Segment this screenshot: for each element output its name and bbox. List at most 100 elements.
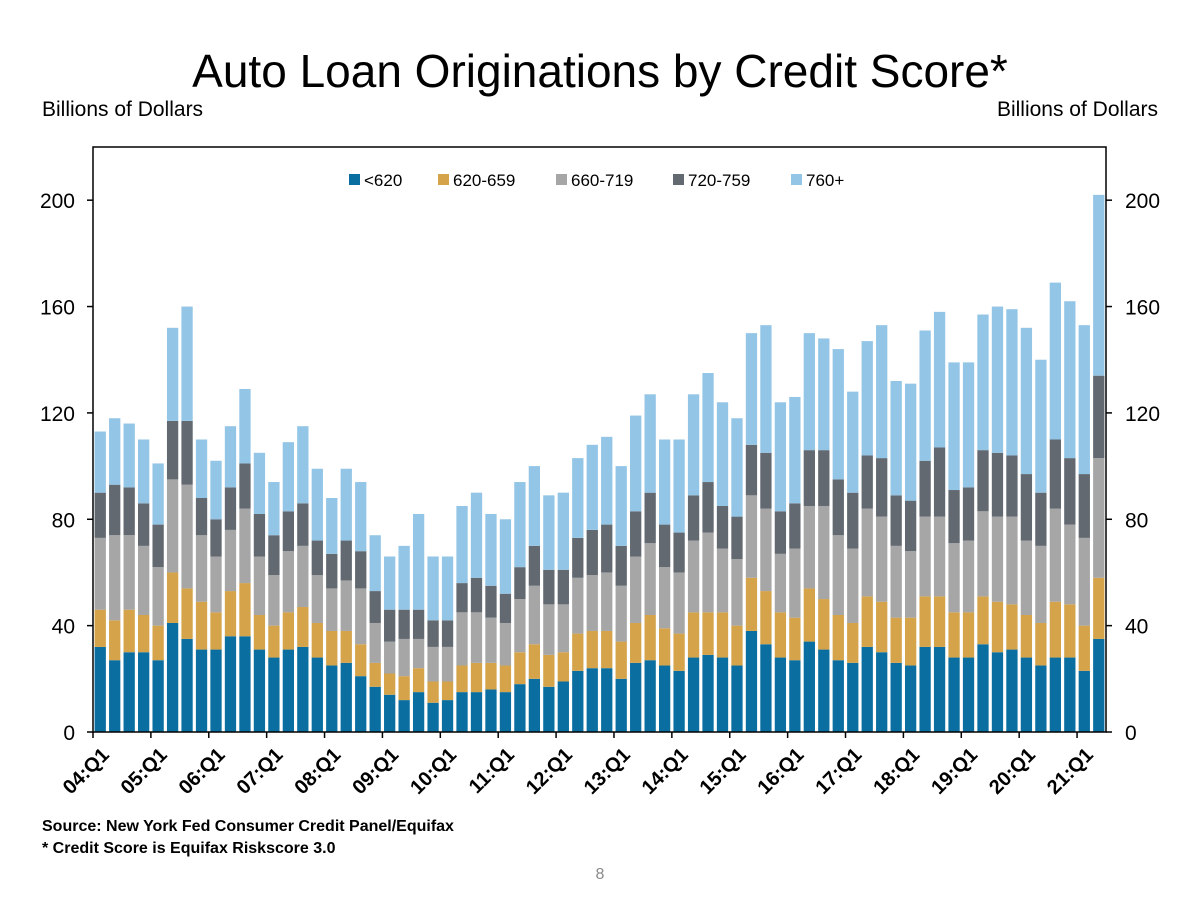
bar-segment-2-09:Q4: [427, 646, 439, 682]
bar-segment-0-06:Q2: [224, 636, 237, 732]
bar-segment-3-11:Q2: [514, 567, 526, 600]
bar-segment-2-08:Q2: [340, 580, 352, 631]
bar-segment-1-16:Q2: [803, 588, 815, 642]
bar-segment-1-05:Q4: [195, 601, 208, 650]
bar-segment-1-04:Q2: [109, 620, 121, 661]
bar-segment-4-10:Q1: [441, 556, 454, 621]
bar-segment-1-08:Q3: [355, 644, 367, 677]
legend-label-2: 660-719: [571, 171, 633, 190]
bar-segment-4-04:Q2: [109, 418, 121, 485]
bar-segment-4-17:Q1: [847, 391, 859, 493]
y-tick-label-right: 160: [1125, 297, 1160, 320]
bar-segment-3-10:Q2: [456, 583, 468, 613]
bar-segment-1-06:Q4: [253, 615, 266, 650]
bar-segment-3-09:Q3: [412, 609, 425, 639]
bar-segment-1-09:Q1: [384, 673, 396, 695]
bar-segment-1-05:Q3: [181, 588, 193, 639]
bar-segment-3-07:Q3: [297, 503, 309, 546]
bar-segment-3-05:Q3: [181, 420, 193, 485]
bar-segment-3-18:Q4: [948, 490, 960, 544]
bar-segment-3-20:Q3: [1049, 439, 1061, 509]
legend-swatch-3: [673, 174, 684, 185]
bar-segment-4-11:Q3: [528, 466, 541, 546]
bar-segment-1-12:Q1: [557, 652, 569, 682]
bar-segment-1-12:Q4: [601, 630, 613, 669]
bar-segment-0-12:Q1: [557, 681, 569, 732]
bar-segment-0-13:Q2: [630, 662, 642, 732]
bar-segment-0-09:Q3: [412, 692, 425, 732]
bar-segment-2-20:Q2: [1035, 545, 1047, 623]
bar-segment-4-18:Q4: [948, 362, 960, 491]
bar-segment-0-16:Q2: [803, 641, 815, 732]
x-tick-label-09:Q1: 09:Q1: [348, 744, 403, 799]
bar-segment-1-04:Q3: [123, 609, 135, 653]
legend-swatch-4: [791, 174, 802, 185]
bar-segment-3-09:Q1: [384, 609, 396, 642]
bar-segment-3-07:Q4: [311, 540, 323, 576]
bar-segment-0-13:Q4: [658, 665, 671, 732]
bar-segment-2-17:Q1: [847, 548, 859, 623]
bar-segment-2-05:Q4: [195, 535, 208, 602]
bar-segment-4-09:Q3: [412, 513, 425, 610]
bar-segment-4-11:Q2: [514, 482, 526, 568]
bar-segment-1-15:Q2: [745, 577, 758, 631]
bar-segment-3-18:Q1: [904, 500, 917, 552]
bar-segment-3-16:Q4: [832, 479, 844, 536]
bar-segment-3-19:Q4: [1006, 455, 1018, 517]
bar-segment-2-10:Q4: [485, 617, 497, 663]
bar-segment-4-21:Q1: [1078, 325, 1090, 475]
bar-segment-0-05:Q2: [166, 622, 179, 732]
bar-segment-1-14:Q3: [702, 612, 714, 655]
bar-segment-2-04:Q3: [123, 535, 135, 610]
bar-segment-2-06:Q3: [239, 508, 251, 584]
bar-segment-4-07:Q3: [297, 426, 309, 504]
bar-segment-4-15:Q3: [760, 325, 772, 453]
x-tick-label-10:Q1: 10:Q1: [406, 744, 461, 799]
bar-segment-1-07:Q2: [282, 612, 295, 650]
bar-segment-0-18:Q1: [904, 665, 917, 732]
bar-segment-2-17:Q3: [876, 516, 888, 602]
bar-segment-0-08:Q3: [355, 676, 367, 732]
bar-segment-2-16:Q2: [803, 505, 815, 589]
bar-segment-4-04:Q3: [123, 423, 135, 488]
bar-segment-0-19:Q1: [962, 657, 975, 732]
bar-segment-0-17:Q4: [890, 662, 902, 732]
bar-segment-0-15:Q2: [745, 630, 758, 732]
bar-segment-1-06:Q1: [210, 612, 222, 650]
bar-segment-0-10:Q1: [441, 700, 454, 732]
bar-segment-4-10:Q3: [470, 492, 483, 578]
bar-segment-3-04:Q3: [123, 487, 135, 536]
bar-segment-0-09:Q2: [398, 700, 410, 732]
bar-segment-1-17:Q2: [861, 596, 873, 647]
bar-segment-2-11:Q1: [499, 622, 512, 666]
x-tick-label-04:Q1: 04:Q1: [59, 744, 114, 799]
bar-segment-0-17:Q3: [876, 652, 888, 732]
bar-segment-0-19:Q4: [1006, 649, 1018, 732]
bar-segment-2-21:Q2: [1093, 458, 1105, 578]
x-tick-label-20:Q1: 20:Q1: [985, 744, 1040, 799]
bar-segment-0-05:Q4: [195, 649, 208, 732]
bar-segment-1-14:Q2: [687, 612, 700, 658]
bar-segment-4-07:Q4: [311, 468, 323, 541]
bar-segment-4-20:Q1: [1020, 327, 1033, 475]
bar-segment-2-18:Q4: [948, 543, 960, 613]
legend-swatch-0: [349, 174, 360, 185]
bar-segment-4-06:Q4: [253, 452, 266, 514]
bar-segment-1-09:Q3: [412, 668, 425, 693]
bar-segment-2-11:Q3: [528, 585, 541, 645]
bar-segment-0-10:Q2: [456, 692, 468, 732]
bar-segment-4-16:Q2: [803, 333, 815, 451]
bar-segment-2-06:Q1: [210, 556, 222, 613]
bar-segment-1-07:Q1: [268, 625, 280, 658]
bar-segment-4-09:Q4: [427, 556, 439, 621]
y-tick-label-right: 200: [1125, 190, 1160, 213]
bar-segment-4-14:Q3: [702, 373, 714, 483]
bar-segment-0-18:Q2: [919, 646, 931, 732]
bar-segment-2-06:Q4: [253, 556, 266, 615]
bar-segment-2-14:Q1: [673, 572, 685, 634]
bar-segment-4-18:Q1: [904, 383, 917, 501]
bar-segment-3-06:Q4: [253, 513, 266, 557]
bar-segment-1-13:Q3: [644, 615, 656, 661]
bar-segment-3-21:Q1: [1078, 474, 1090, 538]
bar-segment-4-11:Q4: [543, 495, 555, 570]
